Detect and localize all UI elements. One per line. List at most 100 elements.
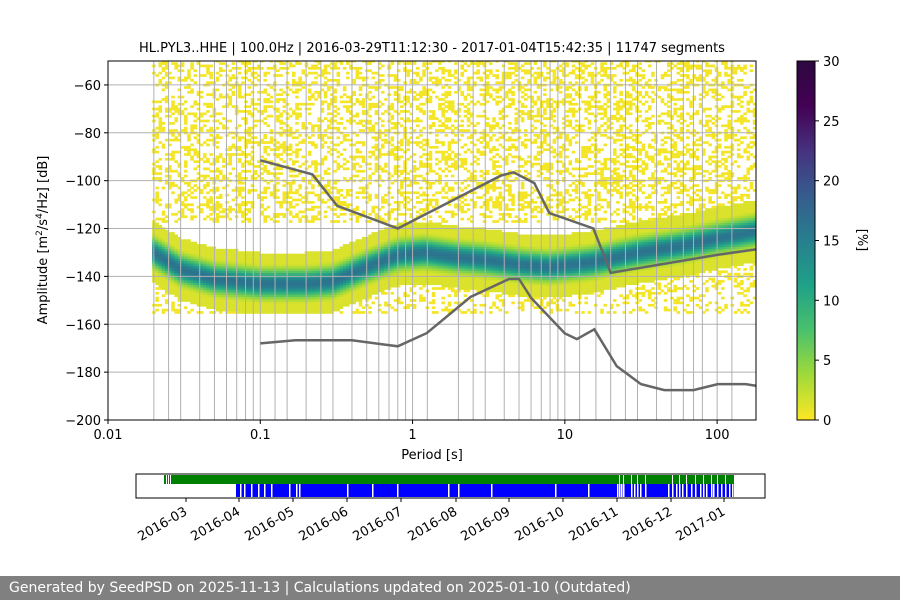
y-tick-label: −100 <box>65 175 101 190</box>
coverage-gap <box>640 484 642 497</box>
coverage-gap <box>448 484 450 497</box>
coverage-gap <box>725 484 727 497</box>
x-axis-ticks: 0.01 0.1 1 10 100 <box>94 420 730 443</box>
timeline-tick-label: 2016-07 <box>350 504 405 544</box>
coverage-gap <box>686 484 688 497</box>
coverage-gap <box>668 484 670 497</box>
coverage-gap <box>296 484 298 497</box>
coverage-gap <box>717 484 719 497</box>
coverage-gap <box>729 484 731 497</box>
timeline-tick-label: 2016-11 <box>566 504 621 544</box>
timeline-tick-label: 2016-08 <box>405 504 460 544</box>
coverage-gap <box>170 475 171 484</box>
psd-coverage-bar <box>236 484 734 497</box>
coverage-gap <box>631 475 632 484</box>
colorbar-tick-label: 0 <box>823 414 831 429</box>
coverage-gap <box>717 475 718 484</box>
colorbar-tick-label: 30 <box>823 55 840 70</box>
coverage-gap <box>631 484 633 497</box>
coverage-gap <box>299 484 301 497</box>
coverage-gap <box>637 484 639 497</box>
coverage-gap <box>732 484 734 497</box>
timeline-tick-label: 2017-01 <box>673 504 728 544</box>
colorbar-tick-label: 10 <box>823 294 840 309</box>
coverage-gap <box>619 484 621 497</box>
coverage-gap <box>617 484 619 497</box>
coverage-gap <box>691 484 693 497</box>
coverage-gap <box>623 484 625 497</box>
colorbar-ticks: 0 5 10 15 20 25 30 <box>815 55 840 429</box>
coverage-gap <box>491 484 493 497</box>
colorbar-tick-label: 15 <box>823 235 840 250</box>
coverage-gap <box>679 484 681 497</box>
nhnm-curve <box>259 159 756 275</box>
coverage-gap <box>347 484 349 497</box>
timeline-tick-label: 2016-04 <box>188 504 243 544</box>
x-tick-label: 10 <box>557 428 574 443</box>
coverage-gap <box>695 484 697 497</box>
colorbar <box>796 60 816 421</box>
y-axis-ticks: −60 −80 −100 −120 −140 −160 −180 −200 <box>65 79 108 429</box>
coverage-gap <box>258 484 260 497</box>
coverage-gap <box>672 484 674 497</box>
timeline-tick-label: 2016-10 <box>512 504 567 544</box>
y-tick-label: −80 <box>74 127 101 142</box>
coverage-gap <box>706 484 708 497</box>
coverage-gap <box>645 475 646 484</box>
coverage-gap <box>672 475 673 484</box>
coverage-gap <box>244 484 246 497</box>
y-tick-label: −140 <box>65 270 101 285</box>
chart-title: HL.PYL3..HHE | 100.0Hz | 2016-03-29T11:1… <box>139 41 725 56</box>
timeline-tick-label: 2016-12 <box>620 504 675 544</box>
coverage-gap <box>703 484 705 497</box>
x-axis-label: Period [s] <box>401 448 463 463</box>
colorbar-label: [%] <box>854 229 869 252</box>
nlnm-curve <box>260 277 756 392</box>
colorbar-tick-label: 5 <box>823 354 831 369</box>
footer-bar: Generated by SeedPSD on 2025-11-13 | Cal… <box>0 576 900 600</box>
coverage-gap <box>711 484 713 497</box>
psd-density-heatmap <box>152 61 756 314</box>
plot-area <box>108 61 756 420</box>
coverage-gap <box>676 484 678 497</box>
y-axis-label: Amplitude [m2/s4/Hz] [dB] <box>35 156 51 325</box>
coverage-gap <box>645 484 647 497</box>
y-tick-label: −120 <box>65 223 101 238</box>
coverage-gap <box>555 484 557 497</box>
grid-lines <box>108 61 756 420</box>
y-tick-label: −60 <box>74 79 101 94</box>
timeline-tick-label: 2016-05 <box>242 504 297 544</box>
coverage-gap <box>679 475 680 484</box>
plot-frame <box>107 60 757 421</box>
coverage-gap <box>637 475 638 484</box>
coverage-gap <box>372 484 374 497</box>
coverage-gap <box>264 484 266 497</box>
coverage-gap <box>621 484 623 497</box>
coverage-gap <box>240 484 242 497</box>
timeline-tick-label: 2016-03 <box>135 504 190 544</box>
colorbar-tick-label: 25 <box>823 115 840 130</box>
x-tick-label: 0.01 <box>94 428 123 443</box>
coverage-gap <box>397 484 399 497</box>
x-tick-label: 1 <box>408 428 416 443</box>
timeline-coverage <box>164 475 734 497</box>
coverage-gap <box>700 484 702 497</box>
coverage-gap <box>721 484 723 497</box>
y-tick-label: −160 <box>65 318 101 333</box>
coverage-gap <box>725 475 726 484</box>
x-tick-label: 100 <box>705 428 730 443</box>
x-tick-label: 0.1 <box>250 428 271 443</box>
coverage-gap <box>703 475 704 484</box>
timeline-tick-label: 2016-09 <box>458 504 513 544</box>
coverage-gap <box>166 475 167 484</box>
y-tick-label: −200 <box>65 414 101 429</box>
coverage-gap <box>695 475 696 484</box>
coverage-gap <box>713 484 715 497</box>
coverage-gap <box>289 484 291 497</box>
coverage-gap <box>251 484 253 497</box>
coverage-gap <box>623 475 624 484</box>
coverage-gap <box>588 484 590 497</box>
coverage-gap <box>619 475 620 484</box>
